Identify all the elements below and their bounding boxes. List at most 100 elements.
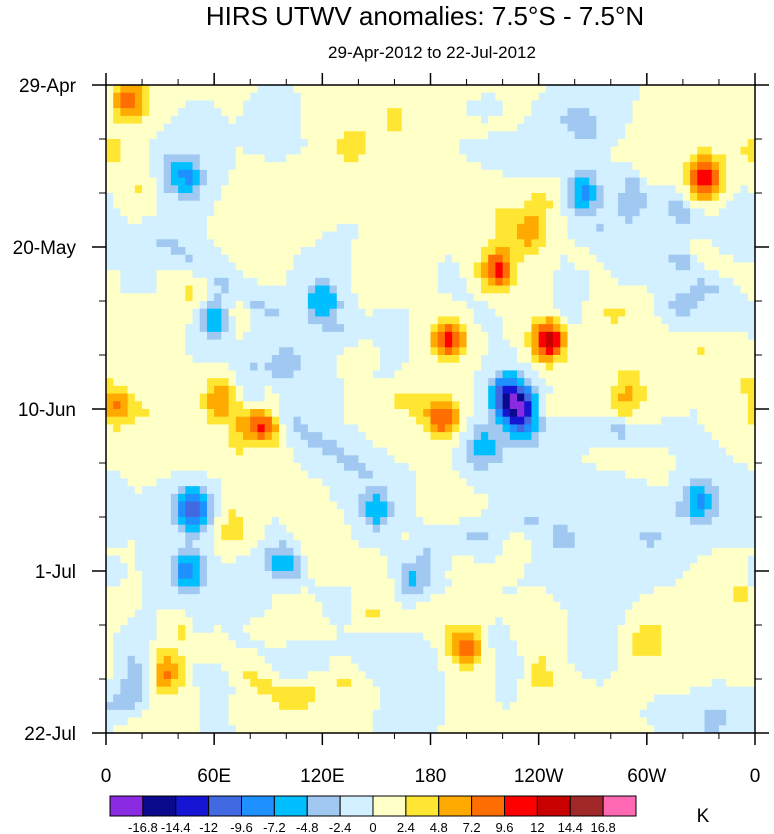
field-cell [596,679,605,688]
field-cell [257,85,295,94]
field-cell [142,663,150,672]
field-cell [690,478,713,487]
field-cell [545,239,576,248]
field-cell [235,370,273,379]
field-cell [228,424,237,433]
field-cell [279,671,309,680]
field-cell [336,455,359,464]
field-cell [574,193,583,202]
field-cell [380,524,554,534]
field-cell [279,432,287,441]
field-cell [473,316,504,325]
field-cell [372,517,381,526]
field-cell [531,108,569,117]
field-cell [408,331,432,341]
field-cell [711,154,727,163]
field-cell [444,686,496,696]
field-cell [142,578,172,588]
field-cell [697,409,749,418]
field-cell [279,439,287,449]
field-cell [495,447,504,456]
field-cell [690,208,706,217]
field-cell [170,517,179,526]
field-cell [106,648,114,657]
field-cell [192,617,251,626]
field-cell [206,301,222,310]
field-cell [459,424,468,433]
field-cell [430,347,439,356]
field-cell [718,501,755,510]
field-cell [343,625,446,634]
field-cell [329,655,352,665]
field-cell [322,447,345,456]
field-cell [343,347,381,356]
field-cell [380,355,410,364]
field-cell [106,339,186,348]
field-cell [617,409,634,418]
colorbar-label: -14.4 [161,820,191,834]
field-cell [228,385,237,395]
field-cell [178,185,194,194]
y-tick-label: 1-Jul [35,562,76,583]
field-cell [192,571,201,580]
field-cell [416,478,468,487]
field-cell [156,208,215,217]
field-cell [163,177,172,186]
field-cell [416,509,482,518]
field-cell [206,493,215,503]
field-cell [430,409,453,418]
field-cell [553,285,590,294]
field-cell [531,432,540,441]
field-cell [243,100,302,109]
field-cell [682,177,691,186]
field-cell [553,540,576,549]
field-cell [106,262,237,271]
field-cell [488,625,511,634]
field-cell [574,532,641,541]
field-cell [459,331,468,341]
field-cell [733,254,755,264]
field-cell [567,524,755,534]
field-cell [632,216,677,225]
field-cell [221,247,302,256]
field-cell [156,632,179,642]
field-cell [106,231,208,240]
field-cell [473,663,496,672]
field-cell [142,115,172,125]
field-cell [545,347,554,356]
field-cell [343,416,417,426]
field-cell [106,239,158,248]
field-cell [156,655,165,665]
field-cell [300,555,309,564]
field-cell [430,324,439,333]
field-cell [567,177,576,186]
field-cell [697,169,713,179]
field-cell [704,493,713,503]
field-cell [250,416,273,426]
field-cell [156,617,194,626]
field-cell [106,208,122,217]
field-cell [625,131,755,140]
field-cell [380,694,446,703]
field-cell [199,524,208,534]
field-cell [178,625,186,634]
field-cell [221,193,533,202]
field-cell [250,617,331,626]
field-cell [300,247,352,256]
field-cell [336,139,367,148]
field-cell [336,316,410,325]
field-cell [264,385,273,395]
field-cell [106,663,114,672]
field-cell [106,200,114,210]
field-cell [646,200,670,210]
field-cell [517,578,677,588]
field-cell [610,385,626,395]
field-cell [718,725,755,733]
field-cell [372,308,410,318]
field-cell [156,239,179,248]
field-cell [632,100,755,109]
field-cell [560,601,634,611]
field-cell [401,123,518,132]
field-cell [106,362,230,372]
field-cell [170,671,179,680]
